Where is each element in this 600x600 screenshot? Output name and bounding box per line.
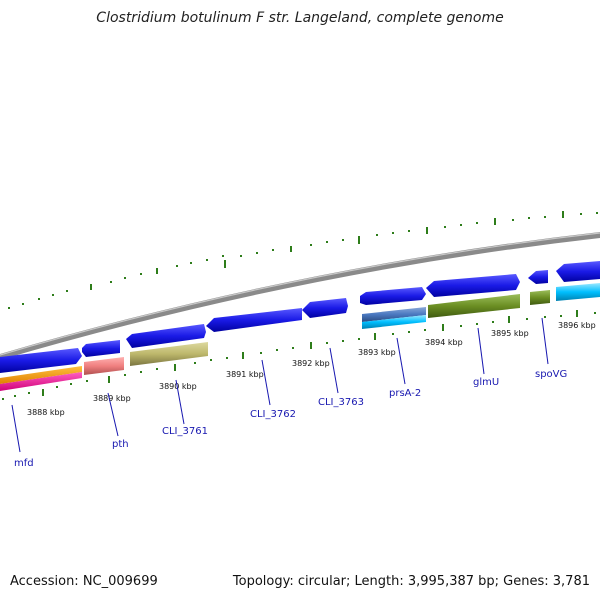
genome-backbone-highlight (0, 232, 600, 356)
gene-label-CLI_3763[interactable]: CLI_3763 (318, 397, 364, 408)
tick-label: 3896 kbp (558, 321, 596, 330)
tick-label: 3892 kbp (292, 359, 330, 368)
genome-backbone (0, 232, 600, 360)
gene-next[interactable] (556, 261, 600, 282)
gene-label-pth[interactable]: pth (112, 439, 129, 450)
gene-glmU[interactable] (426, 274, 520, 297)
tick-label: 3895 kbp (491, 329, 529, 338)
gene-label-CLI_3761[interactable]: CLI_3761 (162, 426, 208, 437)
cds-track (0, 283, 600, 391)
tick-label: 3890 kbp (159, 382, 197, 391)
topology-text: Topology: circular; Length: 3,995,387 bp… (232, 574, 590, 589)
tick-label: 3891 kbp (226, 370, 264, 379)
outer-scale-dots (8, 211, 598, 309)
gene-CLI_3763[interactable] (302, 298, 348, 318)
tick-label: 3889 kbp (93, 394, 131, 403)
gene-pth[interactable] (82, 340, 120, 357)
tick-label: 3893 kbp (358, 348, 396, 357)
gene-spoVG[interactable] (528, 270, 548, 284)
tick-label: 3888 kbp (27, 408, 65, 417)
scale-labels: 3888 kbp 3889 kbp 3890 kbp 3891 kbp 3892… (27, 321, 596, 417)
tick-label: 3894 kbp (425, 338, 463, 347)
gene-leader-lines (11, 317, 549, 453)
gene-labels: mfd pth CLI_3761 CLI_3762 CLI_3763 prsA-… (14, 369, 567, 469)
gene-label-spoVG[interactable]: spoVG (535, 369, 567, 380)
inner-scale-dots (2, 310, 596, 400)
gene-mfd[interactable] (0, 348, 82, 373)
gene-label-prsA-2[interactable]: prsA-2 (389, 388, 421, 399)
gene-CLI_3762[interactable] (206, 308, 302, 332)
gene-label-CLI_3762[interactable]: CLI_3762 (250, 409, 296, 420)
gene-features (0, 261, 600, 373)
gene-prsA-2[interactable] (360, 287, 426, 305)
gene-CLI_3761[interactable] (126, 324, 206, 348)
gene-label-glmU[interactable]: glmU (473, 377, 499, 388)
map-title: Clostridium botulinum F str. Langeland, … (96, 10, 504, 26)
accession-text: Accession: NC_009699 (10, 574, 158, 589)
gene-label-mfd[interactable]: mfd (14, 458, 34, 469)
